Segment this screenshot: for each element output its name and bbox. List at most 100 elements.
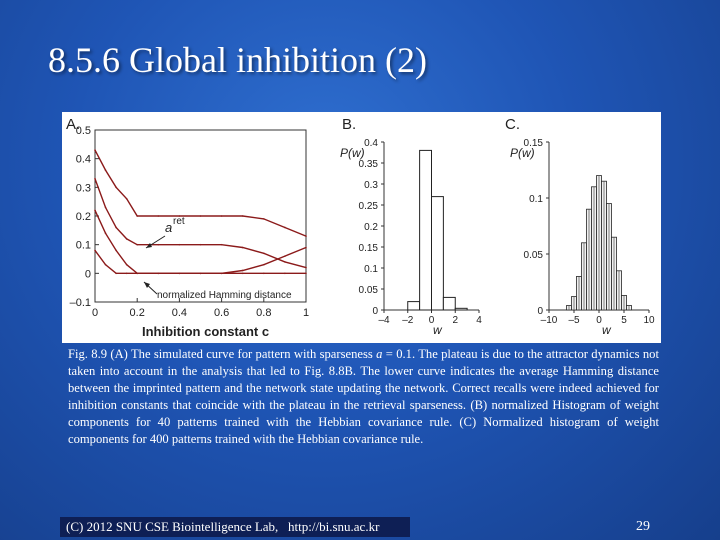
- panel-a-point: [115, 249, 117, 252]
- panel-b-xtick-label: –4: [378, 315, 390, 326]
- panel-a-point: [157, 243, 160, 246]
- panel-a-point: [94, 209, 96, 212]
- panel-a-xtick-label: 0.6: [214, 307, 229, 319]
- panel-c-label: C.: [505, 116, 520, 133]
- panel-a-xtick-label: 0.8: [256, 307, 271, 319]
- panel-a-point: [157, 272, 160, 275]
- panel-b-ytick-label: 0.35: [359, 159, 379, 170]
- panel-b-ytick-label: 0: [372, 306, 378, 317]
- panel-c-ytick-label: 0.05: [524, 250, 544, 261]
- panel-a-point: [284, 261, 286, 263]
- panel-a-point: [136, 243, 138, 246]
- panel-c-bar: [611, 236, 617, 311]
- caption-part1: Fig. 8.9 (A) The simulated curve for pat…: [68, 347, 377, 361]
- panel-a-point: [125, 238, 128, 240]
- panel-a-point: [305, 266, 307, 269]
- figure-caption: Fig. 8.9 (A) The simulated curve for pat…: [68, 346, 659, 448]
- panel-a-ytick-label: 0.3: [76, 182, 91, 194]
- panel-c-bar: [586, 208, 592, 311]
- panel-b-bar: [454, 307, 468, 311]
- panel-a-xtick-label: 0.4: [172, 307, 187, 319]
- panel-b-label: B.: [342, 116, 356, 133]
- panel-a-point: [220, 243, 223, 246]
- panel-c-bar: [581, 242, 587, 311]
- panel-a-point: [199, 243, 202, 246]
- panel-a-point: [136, 272, 138, 275]
- panel-c-bar: [616, 270, 622, 311]
- panel-b-ytick-label: 0.3: [364, 180, 378, 191]
- caption-part2: = 0.1. The plateau is due to the attract…: [68, 347, 659, 446]
- panel-a-point: [305, 235, 307, 237]
- panel-c-xlabel: w: [602, 323, 612, 337]
- panel-c-bar: [566, 305, 572, 311]
- panel-a-point: [136, 215, 138, 217]
- panel-c-bar: [571, 296, 577, 311]
- panel-a-point: [178, 272, 181, 275]
- panel-a-point: [94, 249, 96, 252]
- panel-a-ytick-label: 0.2: [76, 211, 91, 223]
- panel-a-ytick-label: –0.1: [70, 297, 91, 309]
- arrowhead-a-ret: [146, 243, 152, 248]
- panel-a-point: [241, 215, 244, 217]
- panel-c-xtick-label: –5: [568, 315, 580, 326]
- panel-a-curve-4: [94, 249, 306, 274]
- panel-b-xtick-label: 0: [429, 315, 435, 326]
- panel-c-ytick-label: 0.1: [529, 194, 543, 205]
- panel-a-point: [199, 215, 202, 217]
- panel-a-point: [241, 272, 244, 275]
- panel-c-ytick-label: 0: [537, 306, 543, 317]
- panel-a-point: [305, 272, 307, 275]
- panel-a-point: [199, 272, 202, 275]
- footer-credit: (C) 2012 SNU CSE Biointelligence Lab, ht…: [60, 517, 410, 537]
- panel-a-xlabel: Inhibition constant c: [142, 324, 269, 339]
- panel-c-bar: [576, 275, 582, 311]
- panel-b-xtick-label: 4: [476, 315, 482, 326]
- curve-label-ret: ret: [173, 216, 185, 227]
- panel-a-xtick-label: 0: [92, 307, 98, 319]
- panel-c-bar: [596, 175, 602, 311]
- panel-a-point: [94, 149, 96, 151]
- slide-title: 8.5.6 Global inhibition (2): [48, 40, 427, 80]
- panel-a-point: [263, 252, 265, 255]
- panel-a-point: [115, 272, 117, 275]
- panel-b-ytick-label: 0.25: [359, 201, 379, 212]
- figure-svg: A. 0.50.40.30.20.10–0.1 0 0.2 0.4 0.6 0.8 1 a…: [66, 116, 655, 339]
- panel-a-ytick-label: 0.1: [76, 240, 91, 252]
- panel-c-xtick-label: 10: [643, 315, 655, 326]
- panel-a-ytick-label: 0.5: [76, 125, 91, 137]
- panel-a-point: [305, 246, 307, 249]
- panel-c-bar: [626, 305, 632, 311]
- panel-b-bar: [407, 301, 421, 311]
- panel-a-point: [94, 177, 96, 180]
- curve-label-hamming: normalized Hamming distance: [157, 290, 292, 301]
- panel-c-ylabel: P(w): [510, 146, 535, 160]
- panel-a-point: [263, 218, 265, 220]
- panel-a-point: [178, 243, 181, 246]
- panel-b-xtick-label: –2: [402, 315, 414, 326]
- panel-a-point: [104, 206, 107, 209]
- panel-b-bar: [419, 149, 432, 311]
- panel-a-ytick-label: 0: [85, 268, 91, 280]
- caption-variable: a: [376, 347, 383, 361]
- panel-a-point: [241, 246, 244, 249]
- panel-a-point: [284, 255, 286, 257]
- panel-a-point: [284, 226, 286, 229]
- panel-a-point: [241, 269, 244, 272]
- panel-c-bar: [601, 180, 607, 311]
- panel-a-point: [284, 272, 286, 275]
- panel-a-point: [263, 263, 265, 266]
- panel-a-point: [157, 215, 160, 217]
- panel-c-ytick-label: 0.15: [524, 138, 544, 149]
- panel-b-ytick-label: 0.15: [359, 243, 379, 254]
- panel-a-curve-3: [94, 210, 307, 274]
- panel-c-bar: [591, 186, 597, 311]
- panel-a-point: [115, 186, 117, 189]
- panel-b-ytick-label: 0.2: [364, 222, 378, 233]
- panel-c-xtick-label: –10: [541, 315, 558, 326]
- panel-b-ytick-label: 0.1: [364, 264, 378, 275]
- panel-a-point: [104, 263, 107, 266]
- panel-a-point: [125, 272, 128, 275]
- panel-b-ylabel: P(w): [340, 146, 365, 160]
- panel-a-ytick-label: 0.4: [76, 154, 91, 166]
- panel-b-xlabel: w: [433, 323, 443, 337]
